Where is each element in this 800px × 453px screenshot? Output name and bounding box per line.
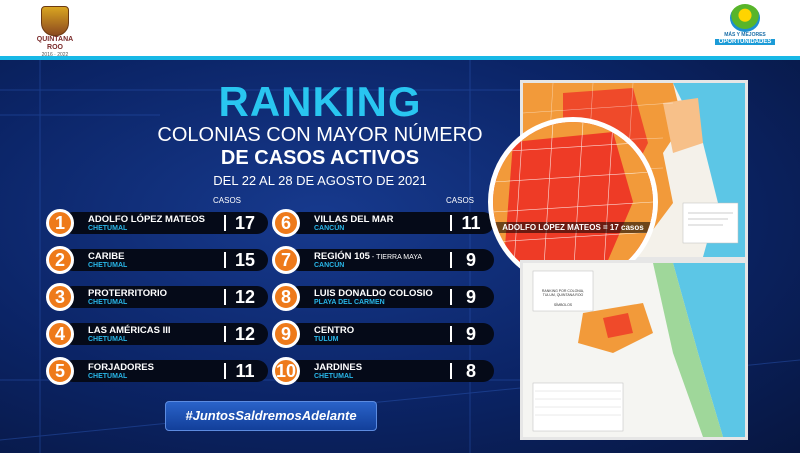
colonia-name: VILLAS DEL MAR <box>314 214 394 225</box>
colonia-name: PROTERRITORIO <box>88 288 167 299</box>
row-bar: FORJADORES CHETUMAL 11 <box>62 360 268 382</box>
casos-header-right: CASOS <box>446 196 475 205</box>
colonia-name: CARIBE <box>88 251 125 262</box>
ranking-row: 2 CARIBE CHETUMAL 15 <box>46 246 268 274</box>
ranking-row: 10 JARDINES CHETUMAL 8 <box>272 357 494 385</box>
case-count: 9 <box>465 250 476 270</box>
rank-number: 10 <box>272 357 300 385</box>
row-bar: LUIS DONALDO COLOSIO PLAYA DEL CARMEN 9 <box>288 286 494 308</box>
tulum-map-legend: SÍMBOLOS <box>553 303 573 307</box>
oportunidades-logo: MÁS Y MEJORES OPORTUNIDADES <box>715 4 775 52</box>
ranking-row: 6 VILLAS DEL MAR CANCÚN 11 <box>272 209 494 237</box>
row-bar: PROTERRITORIO CHETUMAL 12 <box>62 286 268 308</box>
city-name: PLAYA DEL CARMEN <box>314 299 385 306</box>
callout-label: ADOLFO LÓPEZ MATEOS = 17 casos <box>493 222 653 233</box>
colonia-name: JARDINES <box>314 362 363 373</box>
ranking-row: 7 REGIÓN 105 - TIERRA MAYA CANCÚN 9 <box>272 246 494 274</box>
colonia-name: REGIÓN 105 - TIERRA MAYA <box>314 251 423 262</box>
tree-icon <box>730 4 760 32</box>
subtitle-line2: DE CASOS ACTIVOS <box>220 147 420 169</box>
rank-number: 3 <box>46 283 74 311</box>
row-bar: JARDINES CHETUMAL 8 <box>288 360 494 382</box>
coat-of-arms-icon <box>41 6 69 36</box>
separator <box>224 215 226 231</box>
separator <box>450 252 452 268</box>
city-name: CHETUMAL <box>314 373 354 380</box>
quintana-roo-logo: QUINTANA ROO 2016 · 2022 <box>30 6 80 58</box>
rank-number: 6 <box>272 209 300 237</box>
case-count: 17 <box>234 213 256 233</box>
ranking-heading: RANKING <box>218 78 422 125</box>
rank-number: 8 <box>272 283 300 311</box>
ranking-row: 9 CENTRO TULUM 9 <box>272 320 494 348</box>
ranking-row: 1 ADOLFO LÓPEZ MATEOS CHETUMAL 17 <box>46 209 268 237</box>
top-header: QUINTANA ROO 2016 · 2022 MÁS Y MEJORES O… <box>0 0 800 58</box>
separator <box>224 326 226 342</box>
casos-header-left: CASOS <box>213 196 242 205</box>
row-bar: ADOLFO LÓPEZ MATEOS CHETUMAL 17 <box>62 212 268 234</box>
city-name: CHETUMAL <box>88 262 128 269</box>
case-count: 9 <box>465 287 476 307</box>
separator <box>450 289 452 305</box>
case-count: 9 <box>465 324 476 344</box>
case-count: 12 <box>234 324 256 344</box>
city-name: CHETUMAL <box>88 373 128 380</box>
separator <box>450 215 452 231</box>
rank-number: 2 <box>46 246 74 274</box>
rank-number: 9 <box>272 320 300 348</box>
city-name: CHETUMAL <box>88 225 128 232</box>
rank-number: 1 <box>46 209 74 237</box>
row-bar: REGIÓN 105 - TIERRA MAYA CANCÚN 9 <box>288 249 494 271</box>
rank-number: 5 <box>46 357 74 385</box>
row-bar: LAS AMÉRICAS III CHETUMAL 12 <box>62 323 268 345</box>
map-tulum-card: RANKING POR COLONIA, TULUM, QUINTANA ROO… <box>520 260 748 440</box>
date-range: DEL 22 AL 28 DE AGOSTO DE 2021 <box>213 173 427 188</box>
separator <box>450 326 452 342</box>
ranking-row: 4 LAS AMÉRICAS III CHETUMAL 12 <box>46 320 268 348</box>
case-count: 15 <box>234 250 256 270</box>
map-tulum <box>523 263 745 437</box>
case-count: 11 <box>461 213 481 233</box>
row-bar: CENTRO TULUM 9 <box>288 323 494 345</box>
colonia-name: FORJADORES <box>88 362 154 373</box>
ranking-row: 8 LUIS DONALDO COLOSIO PLAYA DEL CARMEN 9 <box>272 283 494 311</box>
city-name: CHETUMAL <box>88 299 128 306</box>
city-name: CANCÚN <box>314 262 345 269</box>
main-panel: RANKING COLONIAS CON MAYOR NÚMERO DE CAS… <box>0 60 800 453</box>
rank-number: 7 <box>272 246 300 274</box>
row-bar: CARIBE CHETUMAL 15 <box>62 249 268 271</box>
ranking-row: 3 PROTERRITORIO CHETUMAL 12 <box>46 283 268 311</box>
case-count: 12 <box>234 287 256 307</box>
ranking-row: 5 FORJADORES CHETUMAL 11 <box>46 357 268 385</box>
separator <box>224 363 226 379</box>
separator <box>224 252 226 268</box>
header-divider <box>0 56 800 60</box>
tulum-map-title: RANKING POR COLONIA, TULUM, QUINTANA ROO <box>541 289 585 297</box>
case-count: 11 <box>235 361 255 381</box>
rank-number: 4 <box>46 320 74 348</box>
logo-left-years: 2016 · 2022 <box>41 52 69 58</box>
colonia-name: ADOLFO LÓPEZ MATEOS <box>88 214 205 225</box>
case-count: 8 <box>465 361 476 381</box>
logo-left-text: QUINTANA ROO <box>36 36 74 51</box>
colonia-name: LUIS DONALDO COLOSIO <box>314 288 433 299</box>
callout-map <box>493 122 653 282</box>
hashtag-banner: #JuntosSaldremosAdelante <box>165 401 377 431</box>
separator <box>224 289 226 305</box>
title-block: RANKING COLONIAS CON MAYOR NÚMERO DE CAS… <box>150 80 490 191</box>
city-name: CANCÚN <box>314 225 345 232</box>
city-name: TULUM <box>314 336 339 343</box>
separator <box>450 363 452 379</box>
subtitle-line1: COLONIAS CON MAYOR NÚMERO <box>157 124 483 146</box>
map-zoom-callout: ADOLFO LÓPEZ MATEOS = 17 casos <box>488 117 658 287</box>
colonia-name: CENTRO <box>314 325 355 336</box>
logo-right-text: MÁS Y MEJORES <box>724 32 766 38</box>
row-bar: VILLAS DEL MAR CANCÚN 11 <box>288 212 494 234</box>
city-name: CHETUMAL <box>88 336 128 343</box>
logo-right-slogan: OPORTUNIDADES <box>715 39 775 45</box>
colonia-name: LAS AMÉRICAS III <box>88 325 171 336</box>
